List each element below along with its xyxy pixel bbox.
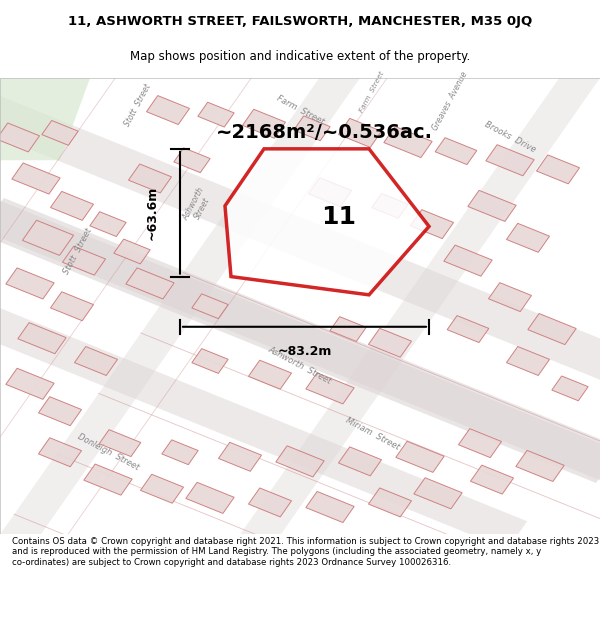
- Polygon shape: [0, 78, 90, 160]
- Polygon shape: [414, 478, 462, 509]
- Polygon shape: [486, 145, 534, 176]
- Text: Ashworth  Street: Ashworth Street: [267, 345, 333, 386]
- Polygon shape: [62, 246, 106, 275]
- Polygon shape: [396, 441, 444, 472]
- Text: Map shows position and indicative extent of the property.: Map shows position and indicative extent…: [130, 50, 470, 62]
- Text: Greaves  Avenue: Greaves Avenue: [431, 70, 469, 132]
- Polygon shape: [128, 164, 172, 193]
- Polygon shape: [192, 294, 228, 319]
- Polygon shape: [242, 109, 286, 138]
- Text: ~83.2m: ~83.2m: [277, 345, 332, 358]
- Polygon shape: [516, 451, 564, 481]
- Polygon shape: [90, 212, 126, 236]
- Polygon shape: [0, 123, 40, 152]
- Polygon shape: [536, 155, 580, 184]
- Polygon shape: [6, 268, 54, 299]
- Polygon shape: [506, 346, 550, 376]
- Polygon shape: [99, 429, 141, 457]
- Polygon shape: [126, 268, 174, 299]
- Polygon shape: [38, 397, 82, 426]
- Polygon shape: [0, 200, 527, 549]
- Text: 11: 11: [321, 205, 356, 229]
- Text: Farm  Street: Farm Street: [275, 94, 325, 126]
- Text: Contains OS data © Crown copyright and database right 2021. This information is : Contains OS data © Crown copyright and d…: [12, 537, 599, 567]
- Polygon shape: [552, 376, 588, 401]
- Polygon shape: [470, 465, 514, 494]
- Text: Stott  Street: Stott Street: [62, 227, 94, 276]
- Text: 11, ASHWORTH STREET, FAILSWORTH, MANCHESTER, M35 0JQ: 11, ASHWORTH STREET, FAILSWORTH, MANCHES…: [68, 16, 532, 28]
- Polygon shape: [140, 474, 184, 503]
- Polygon shape: [50, 292, 94, 321]
- Polygon shape: [248, 488, 292, 517]
- Polygon shape: [198, 102, 234, 127]
- Polygon shape: [372, 194, 408, 218]
- Polygon shape: [306, 373, 354, 404]
- Text: ~63.6m: ~63.6m: [146, 186, 159, 240]
- Polygon shape: [338, 447, 382, 476]
- Polygon shape: [410, 209, 454, 239]
- Text: Stott  Street: Stott Street: [123, 82, 153, 128]
- Polygon shape: [0, 61, 600, 414]
- Polygon shape: [12, 163, 60, 194]
- Polygon shape: [42, 121, 78, 145]
- Polygon shape: [528, 314, 576, 344]
- Polygon shape: [84, 464, 132, 495]
- Polygon shape: [444, 245, 492, 276]
- Polygon shape: [218, 442, 262, 471]
- Polygon shape: [22, 220, 74, 256]
- Polygon shape: [6, 368, 54, 399]
- Polygon shape: [338, 118, 382, 148]
- Polygon shape: [276, 446, 324, 477]
- Polygon shape: [308, 177, 352, 207]
- Text: Donleigh  Street: Donleigh Street: [76, 432, 140, 472]
- Polygon shape: [368, 488, 412, 517]
- Polygon shape: [225, 149, 429, 295]
- Text: Brooks  Drive: Brooks Drive: [483, 120, 537, 154]
- Polygon shape: [435, 138, 477, 164]
- Polygon shape: [162, 440, 198, 464]
- Polygon shape: [114, 239, 150, 264]
- Polygon shape: [193, 0, 600, 615]
- Polygon shape: [50, 191, 94, 221]
- Polygon shape: [506, 223, 550, 253]
- Text: Farm  Street: Farm Street: [359, 70, 385, 113]
- Polygon shape: [447, 316, 489, 342]
- Polygon shape: [248, 360, 292, 389]
- Polygon shape: [306, 491, 354, 522]
- Polygon shape: [488, 282, 532, 312]
- Text: Ashworth
Street: Ashworth Street: [181, 186, 215, 226]
- Polygon shape: [38, 438, 82, 467]
- Polygon shape: [174, 148, 210, 173]
- Polygon shape: [146, 96, 190, 124]
- Polygon shape: [294, 116, 330, 141]
- Polygon shape: [18, 322, 66, 354]
- Polygon shape: [0, 0, 407, 615]
- Text: Miriam  Street: Miriam Street: [344, 416, 400, 452]
- Polygon shape: [458, 429, 502, 458]
- Polygon shape: [0, 129, 600, 483]
- Text: ~2168m²/~0.536ac.: ~2168m²/~0.536ac.: [215, 123, 433, 142]
- Polygon shape: [368, 328, 412, 357]
- Polygon shape: [74, 346, 118, 376]
- Polygon shape: [192, 349, 228, 373]
- Polygon shape: [0, 198, 600, 551]
- Polygon shape: [384, 126, 432, 158]
- Polygon shape: [330, 317, 366, 341]
- Polygon shape: [468, 191, 516, 221]
- Polygon shape: [186, 482, 234, 513]
